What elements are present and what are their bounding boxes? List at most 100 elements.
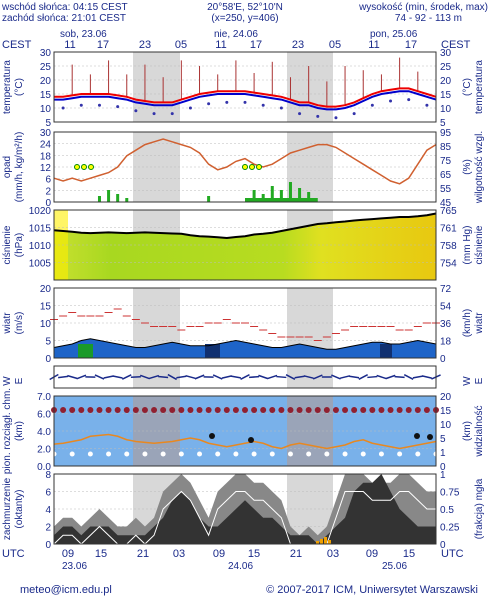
wind-direction-arrow xyxy=(212,374,223,380)
visibility-tick-label: 5 xyxy=(440,434,446,445)
cloud-top-dot xyxy=(314,407,321,413)
wind-direction-arrow xyxy=(230,375,241,379)
humidity-unit: (%) xyxy=(462,159,473,175)
precipitation-tick-label: 12 xyxy=(40,163,52,174)
temperature-dot xyxy=(298,112,302,116)
wind-direction-arrow xyxy=(367,375,378,379)
top-day-2: nie, 24.06 xyxy=(214,29,258,40)
temperature-dot xyxy=(225,100,229,104)
precipitation-bar xyxy=(116,194,120,202)
cloud-top-dot xyxy=(141,407,148,413)
cloud-top-dot xyxy=(160,407,167,413)
humidity-tick-label: 95 xyxy=(440,128,452,139)
cloud-top-dot xyxy=(405,407,412,413)
cloud-top-dot xyxy=(387,407,394,413)
precipitation-tick-label: 30 xyxy=(40,128,52,139)
fog-tick-label: 0.5 xyxy=(440,505,454,516)
wind-speed-area xyxy=(54,338,436,358)
wind-tick-label: 15 xyxy=(40,302,52,313)
bottom-hour-label: 21 xyxy=(289,548,303,560)
cloudiness-tick-label: 4 xyxy=(45,505,51,516)
pressure-mmhg-tick-label: 754 xyxy=(440,259,457,270)
wind-direction-arrow xyxy=(149,374,160,380)
cloud-top-dot xyxy=(178,407,185,413)
cloud-top-dot xyxy=(105,407,112,413)
temperature-tick-label: 25 xyxy=(40,62,52,73)
cloudiness-tick-label: 8 xyxy=(45,470,51,481)
wind-direction-arrow xyxy=(176,375,187,379)
temperature-dot xyxy=(316,114,320,118)
temperature-dot xyxy=(352,112,356,116)
wind-kmh-tick-label: 72 xyxy=(440,284,452,295)
humidity-tick-label: 45 xyxy=(440,198,452,209)
cloud-top-dot xyxy=(87,407,94,413)
precipitation-symbol xyxy=(249,164,255,170)
temperature-dot xyxy=(407,98,411,102)
humidity-tick-label: 65 xyxy=(440,170,452,181)
visibility-dot xyxy=(233,451,239,457)
visibility-dot xyxy=(178,451,184,457)
precipitation-ylabel: opad xyxy=(2,156,13,178)
wind-tick-label: 20 xyxy=(40,284,52,295)
fog-tick-label: 1 xyxy=(440,470,446,481)
temperature-night-band xyxy=(287,52,333,122)
visibility-dot xyxy=(106,451,112,457)
wind-direction-arrow xyxy=(76,374,87,380)
visibility-dot xyxy=(142,451,148,457)
cloud-top-dot xyxy=(360,407,367,413)
wind-kmh-tick-label: 18 xyxy=(440,337,452,348)
wind-direction-arrow xyxy=(249,375,260,379)
top-hour-label: 23 xyxy=(291,39,305,51)
precipitation-bar xyxy=(107,190,111,202)
bottom-day-3: 25.06 xyxy=(382,561,408,572)
wind-kmh-tick-label: 0 xyxy=(440,354,446,365)
temperature-dot xyxy=(61,106,65,110)
fog-bar xyxy=(320,539,323,544)
clouds-tick-label: 6.0 xyxy=(37,410,51,421)
wind-strong-segment xyxy=(380,344,392,358)
precipitation-bar xyxy=(298,188,302,202)
visibility-dot xyxy=(197,451,203,457)
pressure-mmhg-tick-label: 761 xyxy=(440,224,457,235)
visibility-dot xyxy=(397,451,403,457)
visibility-dot xyxy=(378,451,384,457)
temperature-ylabel: temperatura xyxy=(2,60,13,114)
wind-ylabel-right: wiatr xyxy=(474,312,485,335)
temperature-right-tick-label: 5 xyxy=(440,118,446,129)
top-hour-label: 11 xyxy=(368,39,380,51)
pressure-tick-label: 1020 xyxy=(29,206,52,217)
humidity-tick-label: 75 xyxy=(440,156,452,167)
bottom-day-1: 23.06 xyxy=(62,561,88,572)
precipitation-bar xyxy=(97,196,101,202)
bottom-hour-label: 09 xyxy=(61,548,75,560)
temperature-right-tick-label: 25 xyxy=(440,62,452,73)
footer-copyright: © 2007-2017 ICM, Uniwersytet Warszawski xyxy=(266,584,478,596)
wind-direction-arrow xyxy=(121,374,132,380)
pressure-mmhg-tick-label: 758 xyxy=(440,241,457,252)
wind-direction-arrow xyxy=(331,374,341,380)
visibility-dot xyxy=(415,451,421,457)
grid-text: (x=250, y=406) xyxy=(211,13,279,24)
precipitation-tick-label: 6 xyxy=(45,175,51,186)
humidity-line xyxy=(53,138,437,185)
cloud-top-dot xyxy=(378,407,385,413)
temperature-tick-label: 15 xyxy=(40,90,52,101)
footer-email[interactable]: meteo@icm.edu.pl xyxy=(20,584,112,596)
wind-kmh-tick-label: 36 xyxy=(440,319,452,330)
clouds-tick-label: 7.0 xyxy=(37,392,51,403)
bottom-day-2: 24.06 xyxy=(228,561,254,572)
temperature-dot xyxy=(261,103,265,107)
fog-tick-label: 0.25 xyxy=(440,523,460,534)
humidity-ylabel: wilgotność wzgl. xyxy=(474,131,485,204)
wind-direction-arrow xyxy=(421,375,432,379)
pressure-edge xyxy=(54,210,68,280)
top-tz-right: CEST xyxy=(441,39,471,51)
top-hour-label: 17 xyxy=(404,39,418,51)
cloud-base-line xyxy=(53,433,437,450)
wind-direction-arrow xyxy=(158,375,169,379)
visibility-dot xyxy=(215,451,221,457)
cloud-top-dot xyxy=(396,407,403,413)
fog-bar xyxy=(328,540,331,544)
cloud-top-dot xyxy=(305,407,312,413)
wind-direction-arrow xyxy=(112,375,123,379)
